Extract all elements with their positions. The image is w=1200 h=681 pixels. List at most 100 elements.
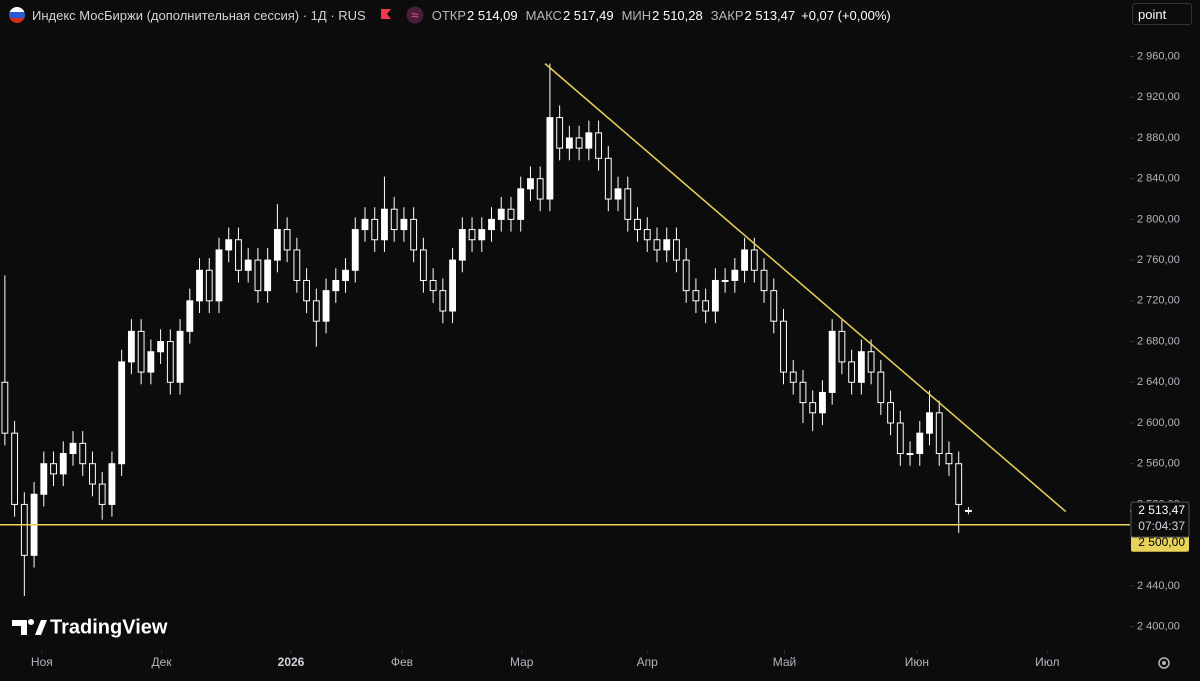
y-tick-label: 2 560,00 xyxy=(1137,458,1180,470)
svg-text:≈: ≈ xyxy=(411,7,418,22)
x-tick-label: Май xyxy=(773,655,797,669)
candle-body xyxy=(604,157,612,200)
y-tick-label: 2 880,00 xyxy=(1137,132,1180,144)
settings-icon[interactable] xyxy=(1158,657,1170,669)
y-tick-label: 2 480,00 xyxy=(1137,539,1180,551)
candle-body xyxy=(147,351,155,373)
candle-body xyxy=(342,269,349,281)
candle-body xyxy=(887,402,894,424)
candle-body xyxy=(945,453,953,465)
candle-body xyxy=(1,381,9,434)
candle-body xyxy=(127,330,135,363)
x-tick-label: 2026 xyxy=(278,655,305,669)
candle-body xyxy=(760,269,768,292)
trend-line xyxy=(544,63,1067,513)
candle-body xyxy=(108,463,116,505)
candle-body xyxy=(546,117,554,200)
candle-body xyxy=(381,208,388,241)
candle-body xyxy=(235,239,242,271)
y-tick-label: 2 760,00 xyxy=(1137,254,1180,266)
close-value: 2 513,47 xyxy=(744,7,796,23)
x-tick-label: Ноя xyxy=(31,655,53,669)
candle-body xyxy=(322,290,330,322)
candle-body xyxy=(449,259,457,312)
y-tick-label: 2 720,00 xyxy=(1137,295,1180,307)
candle-body xyxy=(663,239,671,251)
candle-body xyxy=(332,279,340,292)
candle-body xyxy=(565,137,573,149)
candle-body xyxy=(50,463,57,475)
y-tick-label: 2 840,00 xyxy=(1137,173,1180,185)
y-tick-label: 2 640,00 xyxy=(1137,376,1180,388)
candle-body xyxy=(595,132,602,159)
candle-body xyxy=(877,371,885,404)
open-value: 2 514,09 xyxy=(467,7,518,23)
candle-body xyxy=(215,249,223,302)
candle-body xyxy=(196,269,203,302)
candle-body xyxy=(575,137,583,149)
candle-body xyxy=(926,412,933,434)
x-tick-label: Апр xyxy=(637,655,659,669)
candle-body xyxy=(79,442,87,465)
candle-body xyxy=(478,229,486,241)
candle-body xyxy=(614,188,622,200)
candle-body xyxy=(11,432,19,505)
flag-icon xyxy=(9,7,25,23)
price-tag-label: 2 500,00 xyxy=(1138,535,1185,549)
candle-body xyxy=(896,422,904,455)
candle-body xyxy=(205,269,213,302)
candle-body xyxy=(682,259,690,292)
candle-body xyxy=(653,239,661,251)
logo-mark xyxy=(35,620,47,635)
candle-body xyxy=(527,178,534,190)
candle-body xyxy=(634,218,641,231)
candle-body xyxy=(848,361,856,383)
high-label: МАКС xyxy=(525,7,562,23)
x-tick-label: Мар xyxy=(510,655,534,669)
close-label: ЗАКР xyxy=(710,7,744,23)
candle-body xyxy=(828,330,836,393)
candle-body xyxy=(624,188,632,220)
flag-marker xyxy=(380,9,391,19)
indicator-icon: ≈ xyxy=(406,6,424,24)
candle-body xyxy=(809,402,817,414)
candle-body xyxy=(312,300,320,322)
candle-body xyxy=(750,249,758,271)
candle-body xyxy=(692,290,700,302)
candle-body xyxy=(507,208,515,220)
candle-body xyxy=(89,463,96,485)
candle-body xyxy=(390,208,398,231)
candle-body xyxy=(439,290,447,312)
candle-body xyxy=(556,117,564,149)
candle-body xyxy=(69,442,77,455)
candle-body xyxy=(780,320,787,373)
candle-body xyxy=(166,341,174,383)
price-tag xyxy=(1131,533,1189,552)
candle-body xyxy=(770,290,778,322)
candle-body xyxy=(98,483,106,505)
candle-body xyxy=(702,300,710,312)
candle-body xyxy=(118,361,126,465)
symbol-title[interactable]: Индекс МосБиржи (дополнительная сессия) … xyxy=(32,7,366,23)
candle-body xyxy=(351,229,359,271)
candle-body xyxy=(799,381,807,404)
candle-body xyxy=(731,269,739,281)
candle-body xyxy=(30,493,38,556)
candle-body xyxy=(711,279,719,312)
candle-body xyxy=(819,391,826,414)
candle-body xyxy=(40,463,48,495)
candle-body xyxy=(789,371,797,383)
y-tick-label: 2 800,00 xyxy=(1137,213,1180,225)
candle-body xyxy=(643,229,651,241)
candle-body xyxy=(468,229,476,241)
candle-body xyxy=(20,503,28,556)
candle-body xyxy=(264,259,272,292)
candle-body xyxy=(867,351,875,373)
input-box[interactable]: point xyxy=(1132,3,1192,25)
candle-body xyxy=(906,453,914,456)
candle-body xyxy=(254,259,262,292)
candle-body xyxy=(585,132,593,149)
candle-body xyxy=(400,218,408,231)
